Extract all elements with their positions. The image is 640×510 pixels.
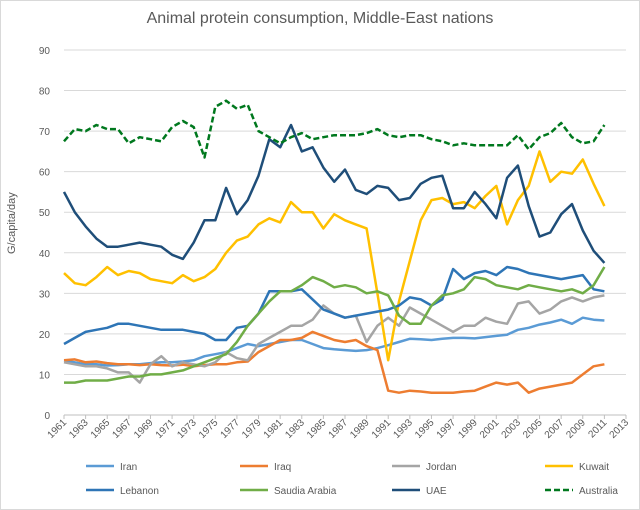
series-line-lebanon [63,265,605,346]
x-tick-label: 2001 [478,417,502,441]
series-lines [62,99,606,394]
y-tick-label: 60 [39,168,51,179]
x-tick-label: 1977 [219,417,243,441]
y-tick-label: 20 [39,330,51,341]
y-tick-label: 50 [39,208,51,219]
series-line-iraq [63,330,605,394]
x-tick-label: 2013 [608,417,632,441]
series-line-australia [63,99,606,159]
y-tick-label: 40 [39,249,51,260]
x-tick-label: 1983 [283,417,307,441]
chart-title: Animal protein consumption, Middle-East … [146,10,494,27]
x-tick-label: 2009 [564,417,588,441]
x-tick-label: 1993 [391,417,415,441]
y-tick-label: 80 [39,87,51,98]
x-tick-label: 2003 [500,417,524,441]
x-tick-label: 1989 [348,417,372,441]
x-tick-label: 1973 [175,417,199,441]
x-tick-label: 2007 [543,417,567,441]
x-tick-label: 1991 [370,417,394,441]
y-tick-label: 0 [44,411,50,422]
y-tick-label: 10 [39,370,51,381]
series-line-saudia-arabia [64,266,606,384]
x-tick-label: 1963 [67,417,91,441]
x-tick-label: 1969 [132,417,156,441]
x-tick-label: 1967 [110,417,134,441]
x-tick-label: 1971 [154,417,178,441]
x-tick-label: 1979 [240,417,264,441]
series-line-iran [63,316,605,367]
x-tick-label: 2005 [521,417,545,441]
legend-label: Iran [120,462,137,473]
legend-label: UAE [426,486,447,497]
y-tick-label: 90 [39,46,51,57]
legend-label: Lebanon [120,486,159,497]
x-axis-ticks: 1961196319651967196919711973197519771979… [46,415,632,441]
legend-label: Iraq [274,462,291,473]
x-tick-label: 1987 [327,417,351,441]
y-axis-ticks: 0 10 20 30 40 50 60 70 80 90 [39,46,51,422]
legend: Iran Iraq Jordan Kuwait Lebanon Saudia Arabia… [86,462,618,497]
x-tick-label: 1965 [89,417,113,441]
y-tick-label: 70 [39,127,51,138]
legend-label: Australia [579,486,618,497]
x-tick-label: 1995 [413,417,437,441]
x-tick-label: 1975 [197,417,221,441]
legend-label: Saudia Arabia [274,486,337,497]
series-line-uae [62,123,606,264]
x-tick-label: 1997 [435,417,459,441]
series-line-kuwait [63,150,606,362]
x-tick-label: 1981 [262,417,286,441]
gridlines [64,49,626,416]
legend-label: Kuwait [579,462,609,473]
x-tick-label: 1999 [456,417,480,441]
x-tick-label: 2011 [587,417,610,440]
x-tick-label: 1985 [305,417,329,441]
y-tick-label: 30 [39,289,51,300]
legend-label: Jordan [426,462,457,473]
